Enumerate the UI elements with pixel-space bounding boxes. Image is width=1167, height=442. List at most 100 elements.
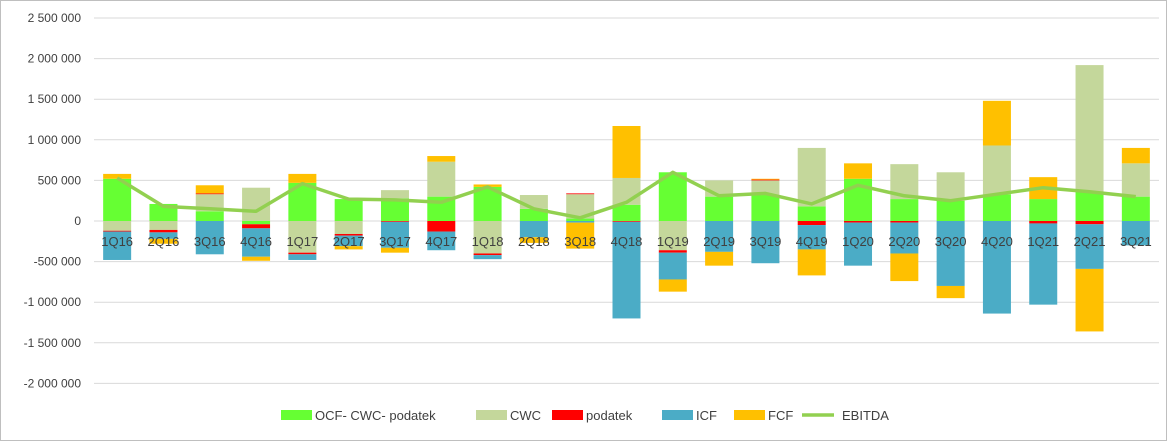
x-category-label: 2Q17 [333, 234, 365, 249]
bar-cwc-2Q16 [149, 221, 178, 230]
bar-icf-1Q21 [1029, 223, 1058, 305]
bar-podatek-1Q19 [658, 250, 687, 253]
legend-label: FCF [768, 408, 793, 423]
bar-icf-4Q19 [797, 225, 826, 250]
y-tick-label: -1 000 000 [24, 295, 82, 309]
y-tick-label: 2 000 000 [28, 52, 82, 66]
bar-fcf-2Q20 [890, 253, 919, 282]
bar-cwc-1Q18 [473, 221, 502, 254]
y-tick-label: 500 000 [38, 173, 82, 187]
bar-podatek-4Q19 [797, 221, 826, 226]
bar-icf-1Q18 [473, 255, 502, 260]
bar-icf-2Q20 [890, 222, 919, 254]
bar-icf-3Q17 [380, 221, 409, 248]
bar-ocf-cwc-podatek-1Q21 [1029, 199, 1058, 221]
y-tick-label: 2 500 000 [28, 11, 82, 25]
legend-item: ICF [662, 408, 717, 423]
bar-fcf-4Q20 [982, 100, 1011, 146]
legend-swatch [476, 410, 507, 420]
y-tick-label: -500 000 [34, 255, 82, 269]
legend-label: podatek [586, 408, 633, 423]
bar-cwc-1Q19 [658, 221, 687, 251]
x-category-label: 3Q18 [564, 234, 596, 249]
bar-icf-2Q18 [519, 221, 548, 238]
x-category-label: 2Q16 [148, 234, 180, 249]
bar-icf-3Q21 [1121, 221, 1150, 246]
x-category-label: 3Q16 [194, 234, 226, 249]
x-category-label: 2Q20 [888, 234, 920, 249]
bar-cwc-4Q20 [982, 145, 1011, 195]
bar-fcf-2Q21 [1075, 268, 1104, 332]
x-category-label: 1Q21 [1027, 234, 1059, 249]
bar-ocf-cwc-podatek-3Q17 [380, 198, 409, 221]
bar-podatek-3Q18 [566, 193, 595, 195]
y-tick-label: -2 000 000 [24, 376, 82, 390]
bar-fcf-1Q19 [658, 279, 687, 292]
bar-cwc-1Q17 [288, 221, 317, 253]
bar-icf-3Q16 [195, 221, 224, 255]
bar-ocf-cwc-podatek-4Q20 [982, 194, 1011, 221]
bar-icf-2Q16 [149, 232, 178, 239]
y-tick-label: -1 500 000 [24, 336, 82, 350]
bar-cwc-2Q21 [1075, 65, 1104, 192]
bar-ocf-cwc-podatek-3Q21 [1121, 196, 1150, 221]
bar-icf-1Q19 [658, 252, 687, 280]
legend-item: EBITDA [802, 408, 889, 423]
bar-icf-3Q18 [566, 221, 595, 223]
bar-podatek-3Q17 [380, 221, 409, 222]
x-category-label: 3Q21 [1120, 234, 1152, 249]
bar-cwc-1Q16 [103, 221, 132, 231]
legend-label: OCF- CWC- podatek [315, 408, 436, 423]
bar-podatek-3Q19 [751, 179, 780, 181]
legend-label: EBITDA [842, 408, 889, 423]
bar-podatek-1Q18 [473, 253, 502, 256]
bar-cwc-2Q18 [519, 195, 548, 209]
x-category-label: 3Q17 [379, 234, 411, 249]
bar-fcf-3Q20 [936, 285, 965, 299]
bar-icf-2Q21 [1075, 224, 1104, 269]
bar-fcf-4Q18 [612, 125, 641, 178]
bar-podatek-2Q17 [334, 233, 363, 236]
bar-ocf-cwc-podatek-3Q20 [936, 200, 965, 221]
bar-cwc-3Q20 [936, 172, 965, 201]
x-category-label: 2Q18 [518, 234, 550, 249]
bar-ocf-cwc-podatek-3Q18 [566, 218, 595, 221]
bar-icf-4Q18 [612, 221, 641, 319]
bar-fcf-3Q17 [380, 247, 409, 253]
bar-podatek-1Q17 [288, 252, 317, 255]
bar-podatek-2Q21 [1075, 221, 1104, 225]
bar-fcf-4Q17 [427, 156, 456, 162]
legend-item: OCF- CWC- podatek [281, 408, 436, 423]
legend-item: FCF [734, 408, 793, 423]
bar-podatek-3Q16 [195, 193, 224, 195]
bars [103, 65, 1150, 332]
x-category-label: 2Q21 [1074, 234, 1106, 249]
x-category-label: 1Q17 [286, 234, 318, 249]
bar-fcf-4Q19 [797, 249, 826, 276]
bar-ocf-cwc-podatek-3Q16 [195, 211, 224, 221]
x-category-label: 4Q16 [240, 234, 272, 249]
bar-podatek-1Q16 [103, 230, 132, 232]
x-category-label: 1Q20 [842, 234, 874, 249]
bar-icf-1Q17 [288, 254, 317, 260]
bar-podatek-4Q16 [242, 224, 271, 229]
x-category-label: 1Q19 [657, 234, 689, 249]
bar-ocf-cwc-podatek-2Q21 [1075, 191, 1104, 221]
legend-swatch [734, 410, 765, 420]
legend-label: CWC [510, 408, 541, 423]
bar-fcf-3Q21 [1121, 147, 1150, 164]
bar-fcf-2Q17 [334, 246, 363, 250]
x-category-label: 1Q18 [472, 234, 504, 249]
bar-fcf-3Q19 [751, 178, 780, 180]
bar-icf-3Q19 [751, 221, 780, 264]
bar-podatek-2Q16 [149, 229, 178, 233]
bar-ocf-cwc-podatek-2Q20 [890, 199, 919, 221]
x-category-label: 4Q20 [981, 234, 1013, 249]
bar-ocf-cwc-podatek-2Q19 [705, 196, 734, 221]
bar-fcf-3Q16 [195, 185, 224, 194]
legend-swatch [281, 410, 312, 420]
bar-icf-4Q17 [427, 231, 456, 251]
bar-icf-1Q16 [103, 231, 132, 260]
bar-ocf-cwc-podatek-4Q16 [242, 221, 271, 225]
bar-fcf-2Q19 [705, 251, 734, 266]
